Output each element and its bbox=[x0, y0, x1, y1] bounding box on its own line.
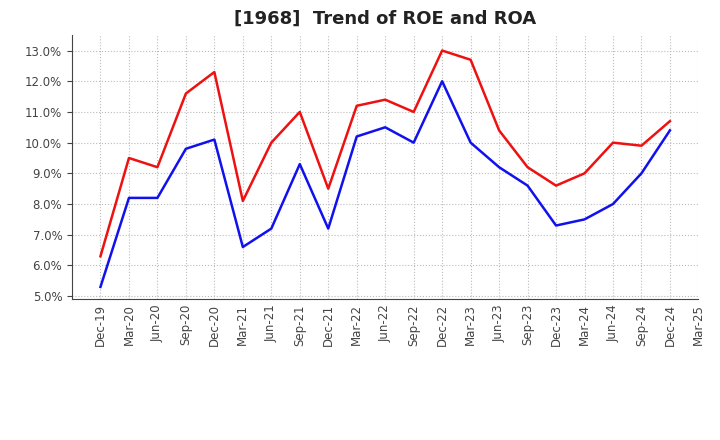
ROA bbox=[438, 79, 446, 84]
ROE bbox=[324, 186, 333, 191]
Title: [1968]  Trend of ROE and ROA: [1968] Trend of ROE and ROA bbox=[234, 10, 536, 28]
ROE bbox=[580, 171, 589, 176]
ROE bbox=[238, 198, 247, 204]
Line: ROE: ROE bbox=[101, 51, 670, 256]
ROE bbox=[267, 140, 276, 145]
ROA bbox=[352, 134, 361, 139]
ROE bbox=[153, 165, 162, 170]
ROE bbox=[495, 128, 503, 133]
ROA bbox=[637, 171, 646, 176]
ROA bbox=[523, 183, 532, 188]
ROE bbox=[181, 91, 190, 96]
ROA bbox=[467, 140, 475, 145]
ROE bbox=[523, 165, 532, 170]
ROE bbox=[608, 140, 617, 145]
ROA bbox=[410, 140, 418, 145]
ROA bbox=[238, 244, 247, 249]
ROA bbox=[267, 226, 276, 231]
ROA bbox=[608, 202, 617, 207]
ROE bbox=[96, 253, 105, 259]
ROA bbox=[665, 128, 674, 133]
ROE bbox=[637, 143, 646, 148]
ROA bbox=[552, 223, 560, 228]
ROE bbox=[467, 57, 475, 62]
ROE bbox=[665, 118, 674, 124]
ROE bbox=[438, 48, 446, 53]
ROA bbox=[96, 284, 105, 290]
ROE bbox=[295, 109, 304, 114]
ROA bbox=[324, 226, 333, 231]
ROE bbox=[210, 70, 219, 75]
ROA bbox=[381, 125, 390, 130]
ROE bbox=[125, 155, 133, 161]
ROA bbox=[125, 195, 133, 201]
ROE bbox=[410, 109, 418, 114]
ROE bbox=[352, 103, 361, 108]
ROA bbox=[580, 217, 589, 222]
Line: ROA: ROA bbox=[101, 81, 670, 287]
ROE bbox=[552, 183, 560, 188]
ROA bbox=[153, 195, 162, 201]
ROA bbox=[181, 146, 190, 151]
ROE bbox=[381, 97, 390, 103]
ROA bbox=[295, 161, 304, 167]
ROA bbox=[495, 165, 503, 170]
ROA bbox=[210, 137, 219, 142]
